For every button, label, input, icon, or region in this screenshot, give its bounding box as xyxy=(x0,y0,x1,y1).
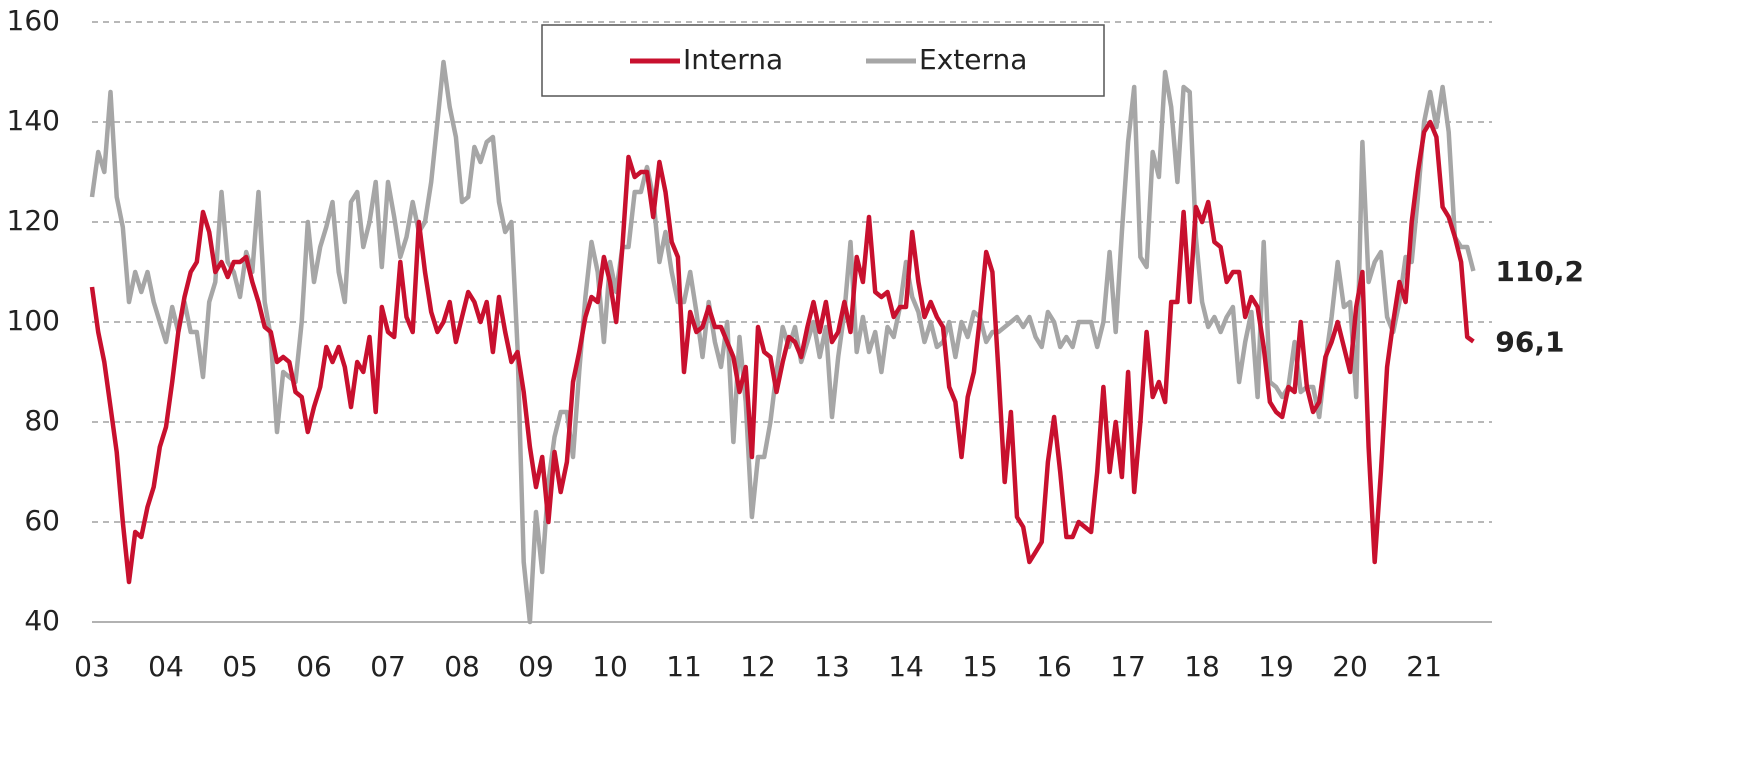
x-tick-label: 13 xyxy=(814,650,850,683)
y-tick-label: 120 xyxy=(7,204,60,237)
x-tick-label: 06 xyxy=(296,650,332,683)
legend-label: Externa xyxy=(919,43,1027,76)
line-series xyxy=(89,119,1475,585)
x-tick-label: 08 xyxy=(444,650,480,683)
x-tick-label: 05 xyxy=(222,650,258,683)
y-tick-label: 160 xyxy=(7,4,60,37)
x-tick-label: 04 xyxy=(148,650,184,683)
y-tick-label: 40 xyxy=(24,604,60,637)
line-series xyxy=(89,59,1476,625)
x-tick-label: 10 xyxy=(592,650,628,683)
value-label: 96,1 xyxy=(1495,326,1564,359)
x-tick-label: 14 xyxy=(888,650,924,683)
x-tick-label: 15 xyxy=(962,650,998,683)
x-tick-label: 19 xyxy=(1258,650,1294,683)
value-label: 110,2 xyxy=(1495,255,1584,288)
y-tick-label: 100 xyxy=(7,304,60,337)
x-tick-label: 11 xyxy=(666,650,702,683)
x-tick-label: 12 xyxy=(740,650,776,683)
x-tick-label: 03 xyxy=(74,650,110,683)
x-tick-label: 07 xyxy=(370,650,406,683)
y-tick-label: 60 xyxy=(24,504,60,537)
x-tick-label: 09 xyxy=(518,650,554,683)
x-tick-label: 16 xyxy=(1036,650,1072,683)
y-tick-label: 80 xyxy=(24,404,60,437)
x-tick-label: 17 xyxy=(1110,650,1146,683)
x-tick-label: 18 xyxy=(1184,650,1220,683)
x-tick-label: 20 xyxy=(1332,650,1368,683)
x-tick-label: 21 xyxy=(1406,650,1442,683)
y-tick-label: 140 xyxy=(7,104,60,137)
legend-label: Interna xyxy=(683,43,783,76)
